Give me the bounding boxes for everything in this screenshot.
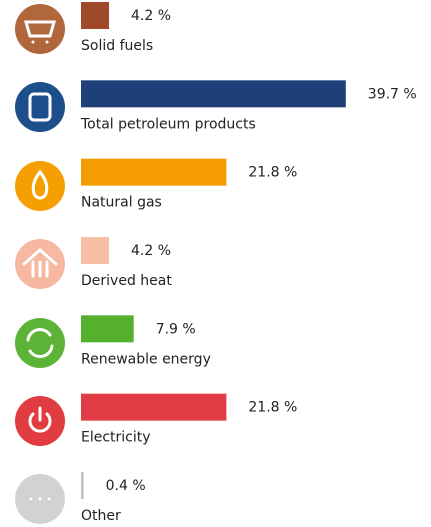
icon-glyph <box>28 406 52 433</box>
icon-solid-fuels <box>15 4 65 54</box>
value-label: 39.7 % <box>368 86 417 102</box>
icon-natural-gas <box>15 161 65 211</box>
bar <box>81 393 227 421</box>
value-label: 21.8 % <box>248 400 297 416</box>
category-label: Total petroleum products <box>80 116 256 132</box>
category-label: Renewable energy <box>81 351 211 367</box>
icon-glyph <box>22 248 58 278</box>
value-label: 0.4 % <box>106 478 146 494</box>
icon-petroleum <box>15 82 65 132</box>
bar <box>81 236 110 264</box>
icon-glyph <box>28 92 52 122</box>
bar <box>81 2 110 29</box>
bar <box>81 158 227 186</box>
value-label: 4.2 % <box>131 243 171 259</box>
icon-glyph <box>26 328 54 358</box>
icon-glyph <box>31 169 49 200</box>
category-label: Natural gas <box>81 195 162 211</box>
bar <box>81 80 346 108</box>
category-label: Electricity <box>81 430 151 446</box>
icon-renewable <box>15 318 65 368</box>
value-label: 4.2 % <box>131 8 171 24</box>
bar <box>81 471 84 499</box>
icons <box>15 4 65 524</box>
value-label: 7.9 % <box>156 321 196 337</box>
value-label: 21.8 % <box>248 165 297 181</box>
category-label: Solid fuels <box>81 38 153 54</box>
icon-glyph <box>24 20 56 44</box>
category-label: Other <box>81 508 121 524</box>
bar <box>81 315 134 343</box>
category-label: Derived heat <box>81 273 172 289</box>
